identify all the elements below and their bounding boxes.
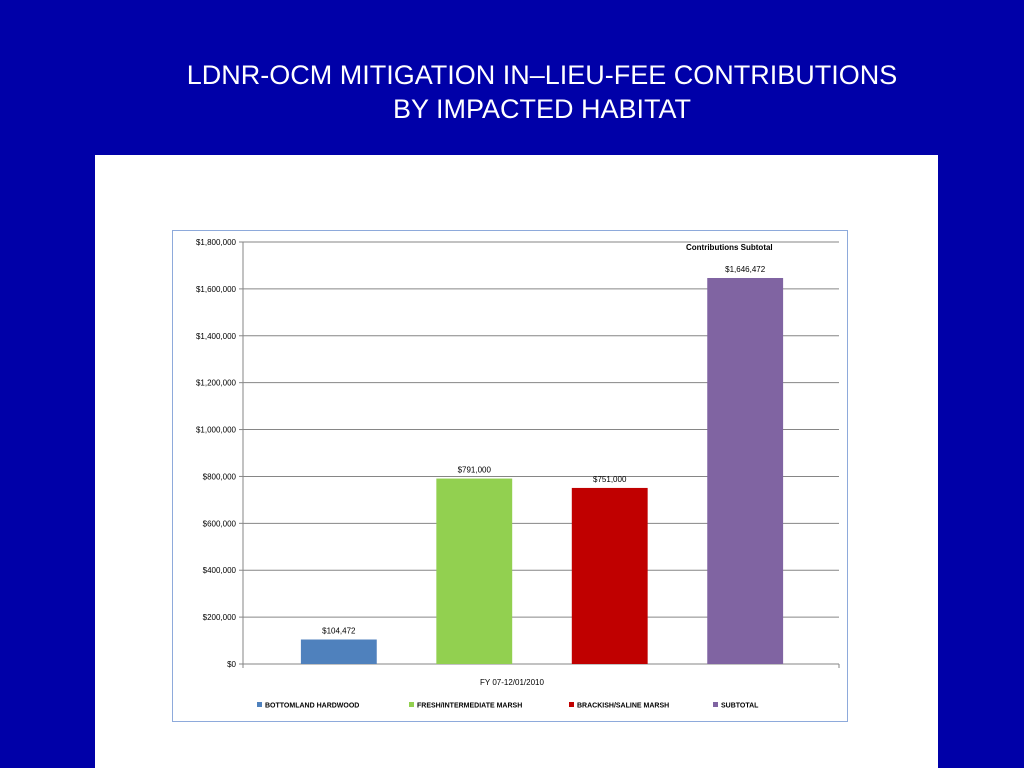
legend-entry: FRESH/INTERMEDIATE MARSH [417,703,522,710]
chart-frame: $0 $200,000 $400,000 $600,000 $800,000 $1,000… [172,230,848,722]
data-label: $751,000 [593,475,627,484]
data-labels: $104,472 $791,000 $751,000 $1,646,472 [322,265,766,636]
bars [300,277,784,664]
slide-title-line-1: LDNR-OCM MITIGATION IN–LIEU-FEE CONTRIBU… [186,60,898,90]
legend-entry: SUBTOTAL [721,703,759,710]
data-label: $791,000 [458,466,492,475]
legend-swatch [569,702,574,707]
legend-swatch [257,702,262,707]
bar-subtotal [707,277,784,664]
legend-swatch [713,702,718,707]
bar-brackish-saline-marsh [571,487,648,664]
data-label: $1,646,472 [725,265,766,274]
slide-title: LDNR-OCM MITIGATION IN–LIEU-FEE CONTRIBU… [60,58,1024,126]
chart-annotation: Contributions Subtotal [686,243,773,252]
y-tick-label: $1,600,000 [196,285,237,294]
bar-bottomland-hardwood [300,639,377,664]
bar-chart: $0 $200,000 $400,000 $600,000 $800,000 $1,000… [196,238,840,710]
y-axis: $0 $200,000 $400,000 $600,000 $800,000 $1,000… [196,238,840,669]
legend: BOTTOMLAND HARDWOOD FRESH/INTERMEDIATE MA… [257,702,759,710]
y-tick-label: $1,800,000 [196,238,237,247]
legend-entry: BRACKISH/SALINE MARSH [577,703,669,710]
y-tick-label: $1,000,000 [196,426,237,435]
x-axis-label: FY 07-12/01/2010 [480,678,544,687]
y-tick-label: $1,200,000 [196,379,237,388]
y-tick-label: $600,000 [203,519,237,528]
legend-swatch [409,702,414,707]
slide-title-line-2: BY IMPACTED HABITAT [392,94,692,124]
data-label: $104,472 [322,627,356,636]
y-tick-label: $800,000 [203,472,237,481]
y-tick-label: $200,000 [203,613,237,622]
y-tick-label: $400,000 [203,566,237,575]
legend-entry: BOTTOMLAND HARDWOOD [265,703,359,710]
y-tick-label: $0 [227,660,236,669]
y-tick-label: $1,400,000 [196,332,237,341]
bar-fresh-intermediate-marsh [436,478,513,664]
